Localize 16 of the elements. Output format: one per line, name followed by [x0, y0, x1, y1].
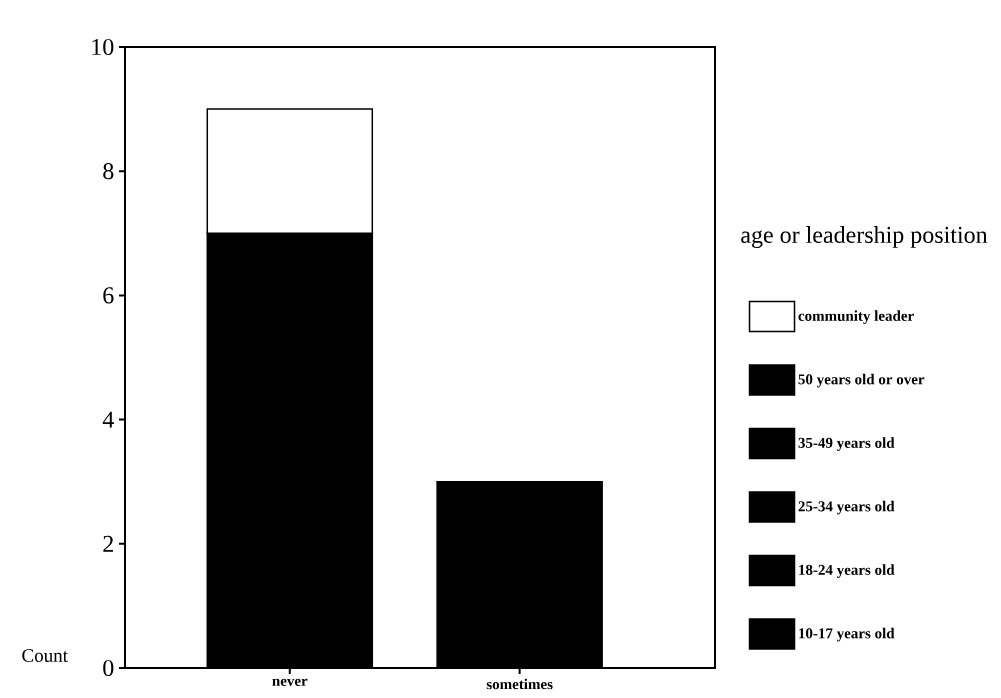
y-tick-label: 8	[103, 163, 114, 180]
y-tick-label: 2	[103, 535, 113, 552]
y-tick-label: 4	[102, 411, 114, 428]
legend-title: age or leadership position	[741, 226, 988, 248]
x-tick-label: sometimes	[486, 678, 553, 690]
y-tick-label: 0	[103, 659, 114, 677]
x-tick-label: never	[272, 678, 308, 686]
legend-label: 10-17 years old	[799, 627, 895, 642]
y-tick-label: 10	[92, 38, 114, 56]
y-axis-title: Count	[22, 649, 68, 662]
legend-label: 18-24 years old	[799, 564, 895, 578]
legend-label: community leader	[798, 310, 914, 325]
legend-label: 25-34 years old	[798, 500, 895, 515]
legend-label: 35-49 years old	[798, 437, 895, 452]
legend-label: 50 years old or over	[798, 373, 925, 388]
y-tick-label: 6	[103, 287, 114, 304]
